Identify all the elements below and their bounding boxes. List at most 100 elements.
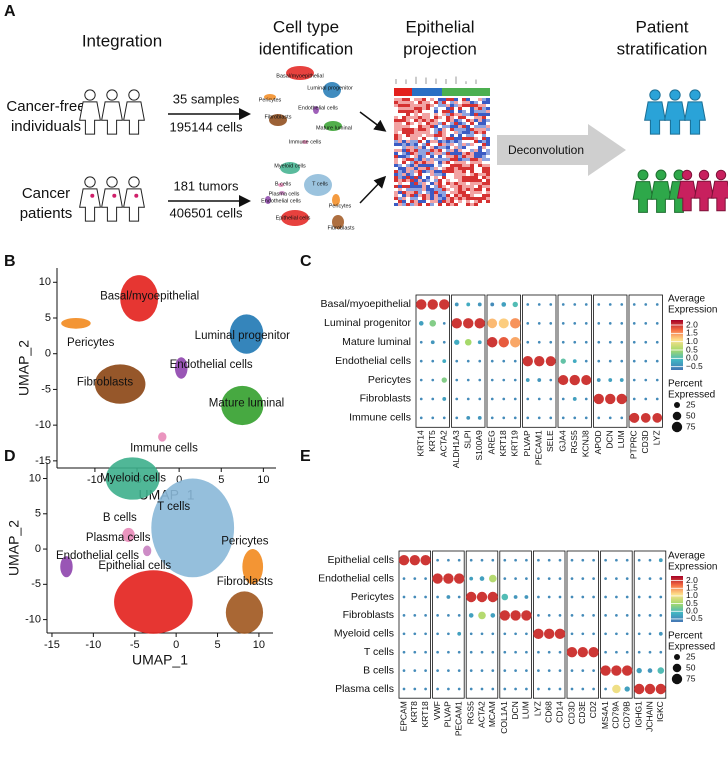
dot (441, 377, 447, 383)
y-axis-title: UMAP_2 (16, 340, 32, 396)
heatmap-cell (462, 101, 466, 104)
step-title: Epithelial (406, 17, 475, 36)
mini-cluster (264, 94, 276, 100)
heatmap-cell (402, 134, 406, 137)
gene-label: CD14 (554, 701, 564, 723)
heatmap-cell (450, 203, 454, 206)
heatmap-cell (434, 125, 438, 128)
dot (442, 340, 446, 344)
heatmap-cell (458, 131, 462, 134)
heatmap-cell (406, 104, 410, 107)
step-title: Patient (636, 17, 689, 36)
cluster-label: T cells (157, 501, 190, 513)
heatmap-cell (442, 152, 446, 155)
heatmap-cell (406, 173, 410, 176)
dot (622, 665, 633, 676)
heatmap-cell (422, 143, 426, 146)
cluster-label: Epithelial cells (98, 560, 171, 572)
dot (547, 558, 551, 562)
dot (513, 378, 517, 382)
heatmap-cell (478, 173, 482, 176)
heatmap-cell (482, 155, 486, 158)
heatmap-cell (470, 125, 474, 128)
size-label: 75 (686, 421, 696, 431)
heatmap-cell (398, 119, 402, 122)
heatmap-cell (418, 200, 422, 203)
dot (469, 650, 473, 654)
heatmap-cell (450, 188, 454, 191)
cluster (151, 478, 235, 578)
dot (436, 650, 439, 654)
legend-title: Average (668, 551, 706, 562)
heatmap-cell (398, 203, 402, 206)
gene-group-box (499, 550, 532, 699)
heatmap-cell (434, 203, 438, 206)
dot (652, 413, 663, 423)
heatmap-cell (450, 131, 454, 134)
dot (469, 632, 473, 636)
heatmap-cell (410, 146, 414, 149)
heatmap-cell (478, 155, 482, 158)
heatmap-cell (474, 137, 478, 140)
mini-label: Plasma cells (269, 191, 300, 197)
mini-label: Pericytes (329, 203, 352, 209)
heatmap-cell (402, 149, 406, 152)
heatmap-cell (450, 194, 454, 197)
dot (478, 378, 482, 382)
heatmap-cell (474, 119, 478, 122)
heatmap-cell (434, 152, 438, 155)
heatmap-cell (462, 167, 466, 170)
dot (466, 359, 470, 363)
heatmap-cell (446, 98, 450, 101)
heatmap-cell (478, 131, 482, 134)
heatmap-cell (446, 134, 450, 137)
dot (424, 687, 427, 691)
heatmap-cell (446, 119, 450, 122)
step-title: Cell type (273, 17, 339, 36)
dot (418, 321, 424, 326)
heatmap-cell (426, 200, 430, 203)
heatmap-cell (402, 155, 406, 158)
heatmap-cell (474, 158, 478, 161)
row-label: Pericytes (368, 374, 411, 386)
heatmap-cell (462, 179, 466, 182)
x-tick-label: -10 (87, 474, 103, 486)
heatmap-cell (394, 125, 398, 128)
heatmap-cell (466, 197, 470, 200)
heatmap-cell (398, 167, 402, 170)
heatmap-cell (486, 170, 490, 173)
heatmap-cell (394, 161, 398, 164)
heatmap-cell (482, 104, 486, 107)
heatmap-cell (418, 146, 422, 149)
heatmap-cell (426, 158, 430, 161)
heatmap-cell (442, 170, 446, 173)
dot (451, 318, 462, 329)
dot (547, 614, 551, 617)
heatmap-cell (486, 191, 490, 194)
heatmap-cell (422, 110, 426, 113)
dot (525, 558, 528, 562)
dot (474, 318, 485, 329)
heatmap-cell (402, 128, 406, 131)
heatmap-cell (466, 173, 470, 176)
dot (644, 683, 656, 695)
colorbar-label: 1.5 (686, 583, 698, 593)
heatmap-cell (478, 101, 482, 104)
heatmap-cell (478, 164, 482, 167)
dot (644, 322, 648, 325)
heatmap-cell (458, 134, 462, 137)
heatmap-cell (438, 110, 442, 113)
heatmap-cell (482, 203, 486, 206)
heatmap-cell (406, 107, 410, 110)
dot (644, 359, 648, 363)
gene-label: ALDH1A3 (451, 430, 461, 468)
y-tick-label: 10 (39, 276, 51, 288)
heatmap-cell (406, 182, 410, 185)
heatmap-cell (430, 173, 434, 176)
heatmap-cell (434, 128, 438, 131)
dot (490, 378, 494, 382)
heatmap-cell (422, 200, 426, 203)
dot (525, 378, 530, 382)
heatmap-cell (434, 116, 438, 119)
heatmap-cell (482, 173, 486, 176)
